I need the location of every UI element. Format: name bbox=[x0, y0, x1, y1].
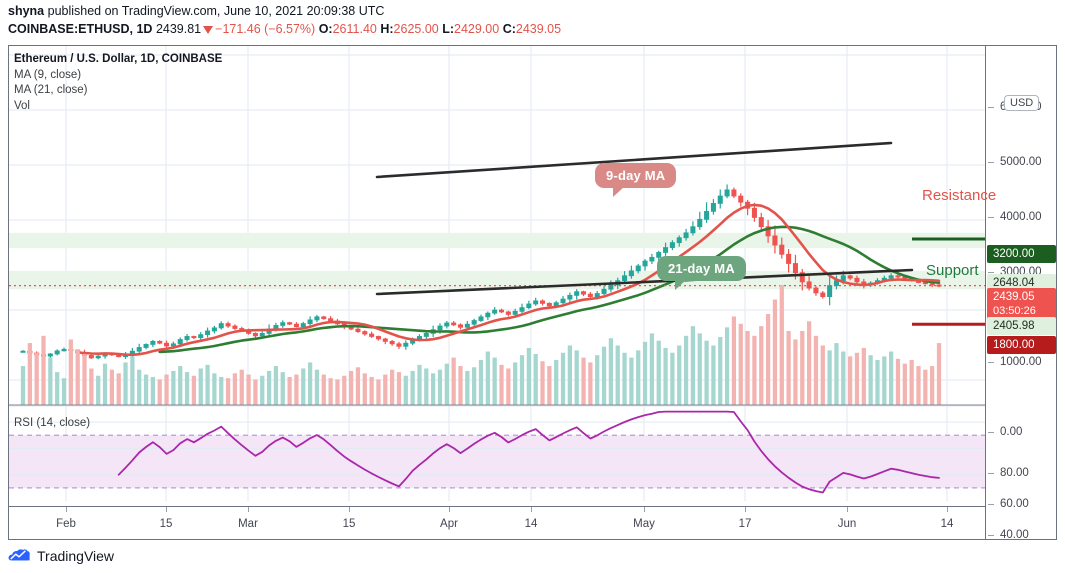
close-key: C: bbox=[502, 22, 516, 36]
countdown-timer: 03:50:26 bbox=[993, 305, 1036, 317]
time-tick-mark bbox=[531, 507, 532, 512]
callout-tail bbox=[613, 187, 624, 197]
time-axis-label: May bbox=[633, 518, 655, 530]
rsi-axis-label: 80.00 bbox=[1000, 467, 1029, 479]
resistance-label: Resistance bbox=[922, 187, 997, 204]
publication-meta: published on TradingView.com, June 10, 2… bbox=[44, 4, 385, 18]
footer: TradingView bbox=[8, 543, 114, 569]
axis-tick-mark bbox=[988, 362, 994, 363]
axis-tick-mark bbox=[988, 473, 994, 474]
time-axis-label: 14 bbox=[940, 518, 954, 530]
time-tick-mark bbox=[745, 507, 746, 512]
chip-value: 2439.05 bbox=[993, 291, 1035, 303]
axis-tick-mark bbox=[988, 432, 994, 433]
time-tick-mark bbox=[644, 507, 645, 512]
callout-tail bbox=[675, 280, 686, 290]
time-tick-mark bbox=[847, 507, 848, 512]
ma-price-chip-lower[interactable]: 2405.98 bbox=[987, 317, 1056, 335]
axis-tick-mark bbox=[988, 504, 994, 505]
triangle-down-icon bbox=[203, 26, 214, 34]
time-tick-mark bbox=[66, 507, 67, 512]
chart-frame bbox=[8, 45, 1057, 540]
symbol-label: COINBASE:ETHUSD, 1D bbox=[8, 22, 153, 36]
chip-value: 2405.98 bbox=[993, 320, 1035, 332]
last-price-chip[interactable]: 2439.05 03:50:26 bbox=[987, 288, 1056, 320]
chart-legend: Ethereum / U.S. Dollar, 1D, COINBASE MA … bbox=[14, 52, 222, 114]
last-price: 2439.81 bbox=[155, 22, 202, 36]
tradingview-logo-icon bbox=[8, 549, 30, 561]
legend-title: Ethereum / U.S. Dollar, 1D, COINBASE bbox=[14, 53, 223, 65]
rsi-line bbox=[117, 410, 940, 494]
axis-tick-mark bbox=[988, 107, 994, 108]
time-axis-label: 17 bbox=[738, 518, 752, 530]
time-axis-label: Mar bbox=[238, 518, 258, 530]
volume-series bbox=[20, 285, 942, 406]
time-tick-mark bbox=[349, 507, 350, 512]
legend-ma9: MA (9, close) bbox=[14, 68, 82, 81]
ma21-callout: 21-day MA bbox=[657, 256, 746, 290]
time-axis-label: 15 bbox=[159, 518, 173, 530]
close-value: 2439.05 bbox=[515, 22, 562, 36]
time-tick-mark bbox=[166, 507, 167, 512]
open-key: O: bbox=[318, 22, 333, 36]
low-value: 2429.00 bbox=[454, 22, 500, 36]
symbol-quote-line: COINBASE:ETHUSD, 1D 2439.81 −171.46 (−6.5… bbox=[8, 21, 1058, 37]
rsi-band bbox=[9, 435, 985, 488]
ma21-callout-label: 21-day MA bbox=[668, 261, 735, 276]
axis-tick-mark bbox=[988, 272, 994, 273]
ma9-callout: 9-day MA bbox=[595, 163, 677, 197]
price-axis-label: 1000.00 bbox=[1000, 356, 1042, 368]
legend-ma21: MA (21, close) bbox=[14, 84, 88, 96]
axis-tick-mark bbox=[988, 217, 994, 218]
chip-value: 1800.00 bbox=[993, 339, 1035, 351]
trendline-upper bbox=[375, 141, 893, 179]
low-key: L: bbox=[442, 22, 455, 36]
publication-byline: shyna published on TradingView.com, June… bbox=[8, 3, 1058, 19]
legend-rsi: RSI (14, close) bbox=[14, 417, 91, 429]
time-axis-label: 15 bbox=[342, 518, 356, 530]
ma9-callout-label: 9-day MA bbox=[606, 168, 666, 183]
trendline-lower bbox=[375, 268, 914, 296]
publication-header: shyna published on TradingView.com, June… bbox=[8, 3, 1058, 43]
high-value: 2625.00 bbox=[393, 22, 439, 36]
rsi-axis-label: 60.00 bbox=[1000, 498, 1029, 510]
author-name: shyna bbox=[8, 4, 45, 18]
rsi-axis-label: 40.00 bbox=[1000, 529, 1029, 541]
resistance-zone-band bbox=[9, 232, 985, 249]
time-tick-mark bbox=[947, 507, 948, 512]
time-axis[interactable]: Feb 15 Mar 15 Apr 14 May 17 Jun 14 bbox=[9, 506, 985, 539]
ma9-line bbox=[76, 203, 941, 357]
ma-price-chip-upper[interactable]: 2648.04 bbox=[987, 274, 1056, 292]
time-axis-label: Apr bbox=[440, 518, 458, 530]
price-axis-label: 0.00 bbox=[1000, 426, 1023, 438]
chip-value: 2648.04 bbox=[993, 277, 1035, 289]
chart-canvas[interactable] bbox=[9, 46, 985, 506]
resistance-price-chip[interactable]: 3200.00 bbox=[987, 245, 1056, 263]
axis-tick-mark bbox=[988, 162, 994, 163]
chart-plot-area[interactable] bbox=[9, 46, 985, 506]
open-value: 2611.40 bbox=[332, 22, 377, 36]
currency-badge[interactable]: USD bbox=[1004, 95, 1040, 111]
chip-value: 3200.00 bbox=[993, 248, 1035, 260]
price-change: −171.46 (−6.57%) bbox=[215, 22, 316, 36]
time-tick-mark bbox=[248, 507, 249, 512]
price-axis-label: 4000.00 bbox=[1000, 211, 1042, 223]
support-price-chip[interactable]: 1800.00 bbox=[987, 336, 1056, 354]
support-label: Support bbox=[926, 262, 979, 279]
ma21-line bbox=[158, 225, 941, 354]
axis-tick-mark bbox=[988, 535, 994, 536]
legend-volume: Vol bbox=[14, 99, 30, 112]
price-axis[interactable]: USD 6000.005000.004000.003000.001000.000… bbox=[985, 45, 1057, 541]
footer-brand: TradingView bbox=[37, 548, 115, 564]
time-axis-label: Feb bbox=[56, 518, 76, 530]
time-tick-mark bbox=[449, 507, 450, 512]
time-axis-label: 14 bbox=[524, 518, 538, 530]
time-axis-label: Jun bbox=[837, 518, 857, 530]
high-key: H: bbox=[380, 22, 394, 36]
price-axis-label: 5000.00 bbox=[1000, 156, 1042, 168]
